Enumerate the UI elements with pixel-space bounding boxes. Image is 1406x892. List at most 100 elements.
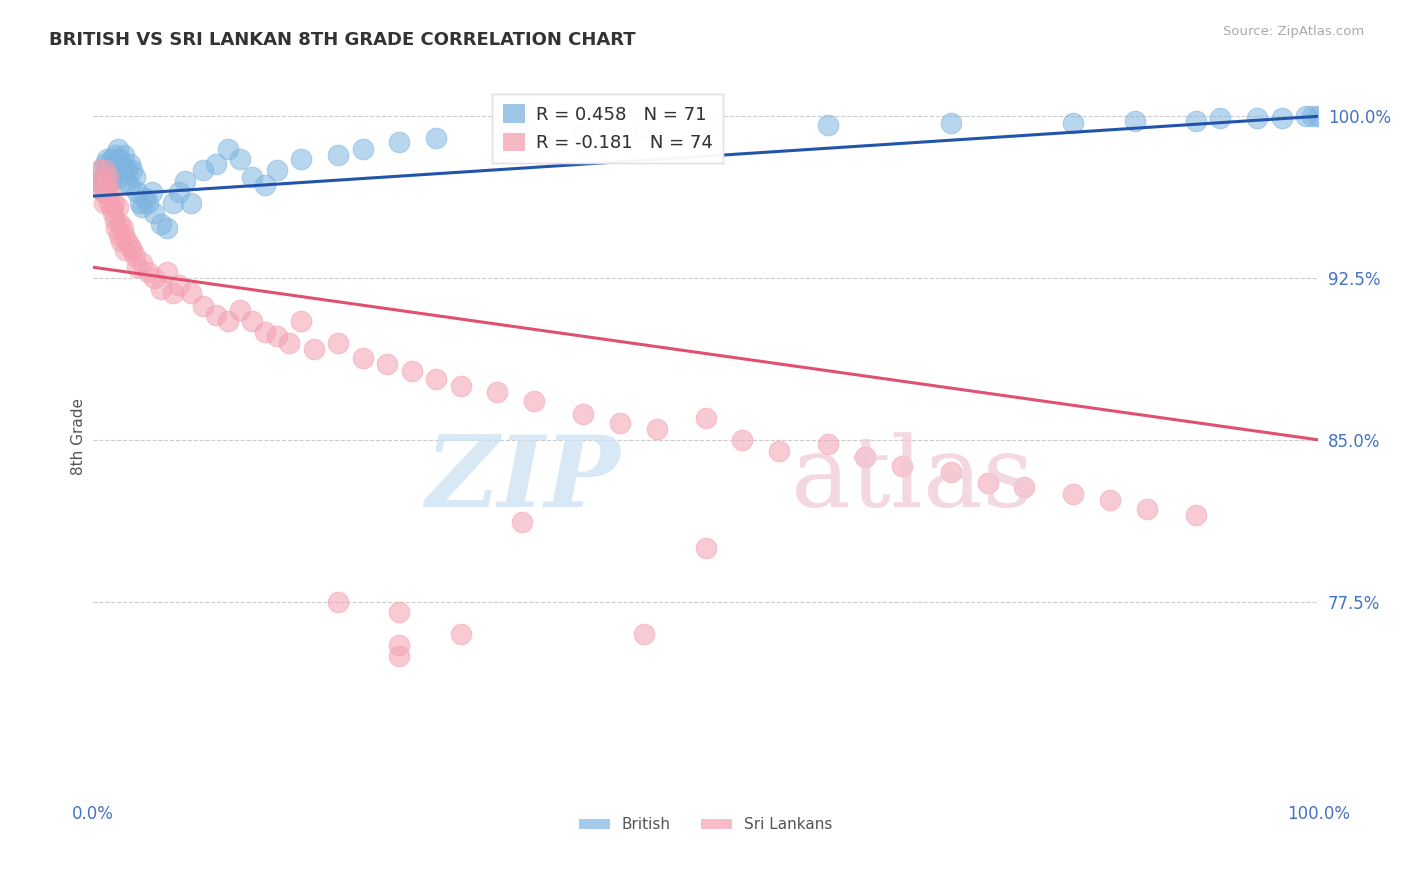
Point [104,212,127,227]
Point [100,200,122,214]
Point [939,116,962,130]
Point [162,286,184,301]
Point [156,264,179,278]
Point [572,407,595,421]
Point [98,163,121,178]
Point [817,437,839,451]
Point [90,163,112,178]
Point [817,118,839,132]
Point [1184,113,1206,128]
Point [124,169,146,184]
Point [115,174,138,188]
Point [375,357,398,371]
Point [510,515,533,529]
Point [143,271,166,285]
Point [134,191,156,205]
Point [94,185,117,199]
Point [121,163,143,178]
Point [328,335,350,350]
Point [118,157,141,171]
Point [127,185,149,199]
Point [290,314,312,328]
Point [266,329,288,343]
Point [94,185,117,199]
Legend: R = 0.458   N = 71, R = -0.181   N = 74: R = 0.458 N = 71, R = -0.181 N = 74 [492,94,723,163]
Point [1209,112,1232,126]
Point [768,443,790,458]
Point [328,148,350,162]
Point [695,120,717,134]
Point [111,163,134,178]
Point [117,235,139,249]
Point [98,178,121,193]
Point [90,174,112,188]
Point [1184,508,1206,523]
Point [101,206,124,220]
Point [253,178,276,193]
Point [695,541,717,555]
Point [1123,113,1146,128]
Point [124,250,146,264]
Point [89,163,111,178]
Point [352,351,374,365]
Point [103,163,125,178]
Point [136,195,159,210]
Point [131,256,153,270]
Point [242,314,264,328]
Point [100,153,122,167]
Text: atlas: atlas [792,432,1035,527]
Point [1308,109,1330,123]
Point [167,277,190,292]
Point [204,308,226,322]
Point [609,416,631,430]
Point [486,385,509,400]
Point [523,394,546,409]
Point [1295,109,1317,123]
Point [93,169,115,184]
Point [204,157,226,171]
Point [162,195,184,210]
Point [96,178,118,193]
Point [328,594,350,608]
Point [572,127,595,141]
Point [131,200,153,214]
Point [290,153,312,167]
Point [108,227,131,242]
Point [302,343,325,357]
Point [127,260,149,275]
Point [242,169,264,184]
Point [450,379,472,393]
Point [633,627,655,641]
Point [112,148,135,162]
Point [174,174,197,188]
Point [731,433,754,447]
Point [853,450,876,464]
Point [1012,480,1035,494]
Point [253,325,276,339]
Point [156,221,179,235]
Point [229,303,252,318]
Point [111,221,134,235]
Point [1098,493,1121,508]
Point [104,148,127,162]
Point [388,648,411,663]
Point [388,638,411,652]
Point [180,195,202,210]
Point [94,157,117,171]
Point [136,264,159,278]
Point [118,238,141,252]
Point [388,135,411,149]
Point [229,153,252,167]
Point [97,169,120,184]
Text: Source: ZipAtlas.com: Source: ZipAtlas.com [1223,25,1364,38]
Point [266,163,288,178]
Point [96,153,118,167]
Point [890,458,912,473]
Point [103,195,125,210]
Point [105,157,128,171]
Point [112,227,135,242]
Point [108,153,131,167]
Point [193,163,215,178]
Y-axis label: 8th Grade: 8th Grade [72,398,86,475]
Point [121,243,143,257]
